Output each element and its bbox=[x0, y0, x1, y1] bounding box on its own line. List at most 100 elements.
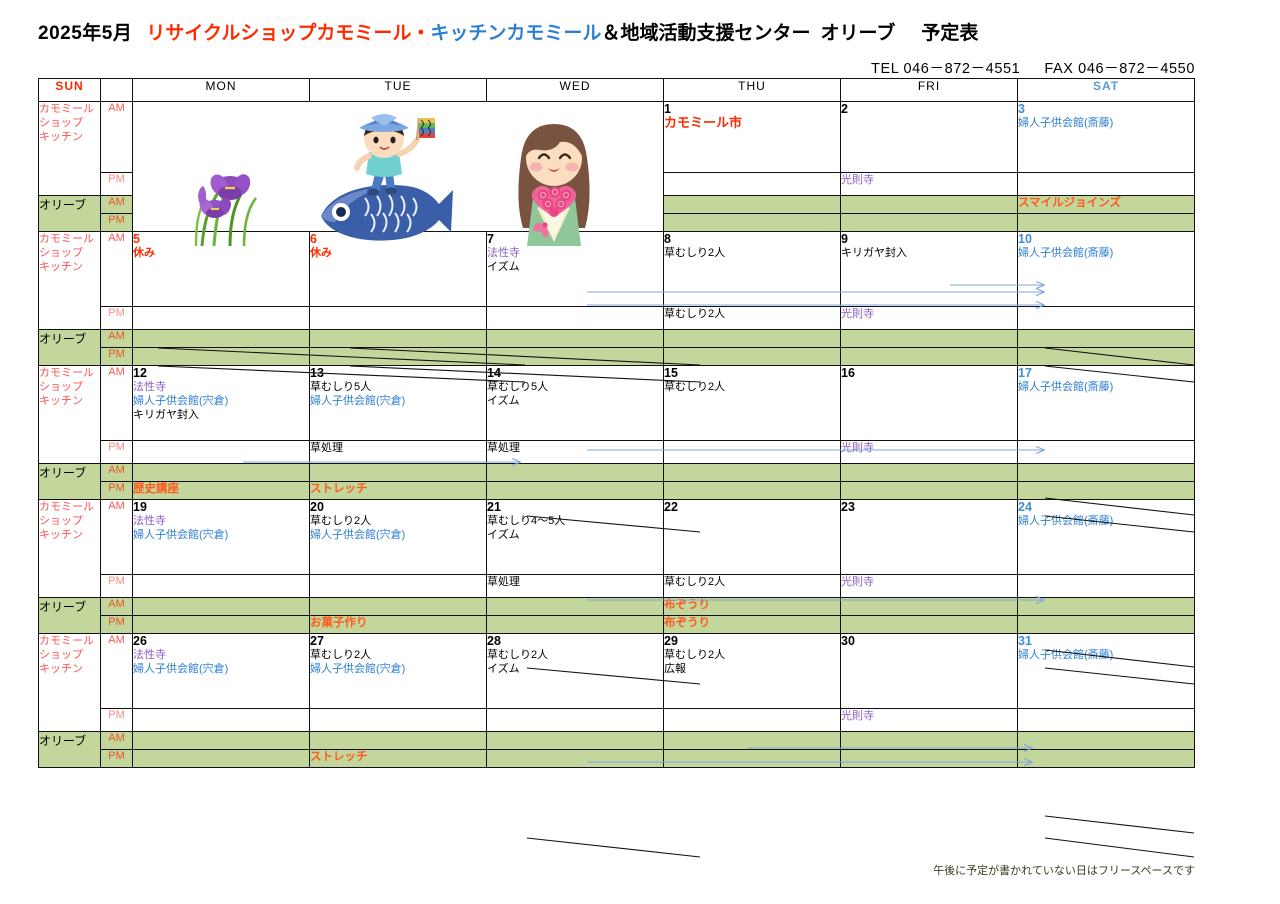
olive-pm-cell-24[interactable] bbox=[1017, 615, 1195, 634]
day-pm-cell-29[interactable] bbox=[663, 708, 841, 732]
day-cell-20[interactable]: 20 草むしり2人 婦人子供会館(宍倉) bbox=[309, 499, 487, 575]
day-pm-cell-12[interactable] bbox=[132, 440, 310, 464]
olive-pm-cell-7[interactable] bbox=[486, 347, 664, 366]
day-cell-27[interactable]: 27 草むしり2人 婦人子供会館(宍倉) bbox=[309, 633, 487, 709]
day-cell-21[interactable]: 21 草むしり4～5人 イズム bbox=[486, 499, 664, 575]
day-pm-cell-20[interactable] bbox=[309, 574, 487, 598]
day-cell-23[interactable]: 23 bbox=[840, 499, 1018, 575]
olive-am-cell-9[interactable] bbox=[840, 329, 1018, 348]
olive-am-cell-30[interactable] bbox=[840, 731, 1018, 750]
olive-am-cell-21[interactable] bbox=[486, 597, 664, 616]
olive-am-cell-29[interactable] bbox=[663, 731, 841, 750]
day-pm-cell-3[interactable] bbox=[1017, 172, 1195, 196]
olive-am-cell-8[interactable] bbox=[663, 329, 841, 348]
olive-pm-cell-16[interactable] bbox=[840, 481, 1018, 500]
day-pm-cell-2[interactable]: 光則寺 bbox=[840, 172, 1018, 196]
day-pm-cell-9[interactable]: 光則寺 bbox=[840, 306, 1018, 330]
day-cell-26[interactable]: 26 法性寺 婦人子供会館(宍倉) bbox=[132, 633, 310, 709]
olive-am-cell-28[interactable] bbox=[486, 731, 664, 750]
olive-pm-cell-1[interactable] bbox=[663, 213, 841, 232]
olive-pm-cell-26[interactable] bbox=[132, 749, 310, 768]
olive-pm-cell-28[interactable] bbox=[486, 749, 664, 768]
olive-pm-cell-27[interactable]: ストレッチ bbox=[309, 749, 487, 768]
day-cell-17[interactable]: 17 婦人子供会館(斎藤) bbox=[1017, 365, 1195, 441]
olive-am-cell-20[interactable] bbox=[309, 597, 487, 616]
olive-pm-cell-8[interactable] bbox=[663, 347, 841, 366]
day-cell-9[interactable]: 9 キリガヤ封入 bbox=[840, 231, 1018, 307]
day-cell-19[interactable]: 19 法性寺 婦人子供会館(宍倉) bbox=[132, 499, 310, 575]
day-cell-7[interactable]: 7 法性寺 イズム bbox=[486, 231, 664, 307]
day-pm-cell-1[interactable] bbox=[663, 172, 841, 196]
day-pm-cell-6[interactable] bbox=[309, 306, 487, 330]
olive-am-cell-24[interactable] bbox=[1017, 597, 1195, 616]
olive-am-cell-7[interactable] bbox=[486, 329, 664, 348]
olive-pm-cell-10[interactable] bbox=[1017, 347, 1195, 366]
day-pm-cell-27[interactable] bbox=[309, 708, 487, 732]
day-pm-cell-23[interactable]: 光則寺 bbox=[840, 574, 1018, 598]
olive-pm-cell-9[interactable] bbox=[840, 347, 1018, 366]
day-cell-14[interactable]: 14 草むしり5人 イズム bbox=[486, 365, 664, 441]
day-cell-1[interactable]: 1 カモミール市 bbox=[663, 101, 841, 173]
olive-am-cell-2[interactable] bbox=[840, 195, 1018, 214]
olive-pm-cell-6[interactable] bbox=[309, 347, 487, 366]
olive-am-cell-17[interactable] bbox=[1017, 463, 1195, 482]
day-pm-cell-30[interactable]: 光則寺 bbox=[840, 708, 1018, 732]
day-cell-6[interactable]: 6 休み bbox=[309, 231, 487, 307]
day-pm-cell-15[interactable] bbox=[663, 440, 841, 464]
olive-pm-cell-5[interactable] bbox=[132, 347, 310, 366]
day-cell-31[interactable]: 31 婦人子供会館(斎藤) bbox=[1017, 633, 1195, 709]
olive-pm-cell-21[interactable] bbox=[486, 615, 664, 634]
olive-am-cell-26[interactable] bbox=[132, 731, 310, 750]
day-cell-29[interactable]: 29 草むしり2人 広報 bbox=[663, 633, 841, 709]
olive-am-cell-23[interactable] bbox=[840, 597, 1018, 616]
day-cell-3[interactable]: 3 婦人子供会館(斎藤) bbox=[1017, 101, 1195, 173]
day-cell-28[interactable]: 28 草むしり2人 イズム bbox=[486, 633, 664, 709]
olive-am-cell-1[interactable] bbox=[663, 195, 841, 214]
olive-pm-cell-2[interactable] bbox=[840, 213, 1018, 232]
olive-am-cell-10[interactable] bbox=[1017, 329, 1195, 348]
day-pm-cell-22[interactable]: 草むしり2人 bbox=[663, 574, 841, 598]
olive-am-cell-3[interactable]: スマイルジョインズ bbox=[1017, 195, 1195, 214]
day-pm-cell-24[interactable] bbox=[1017, 574, 1195, 598]
day-pm-cell-17[interactable] bbox=[1017, 440, 1195, 464]
day-cell-2[interactable]: 2 bbox=[840, 101, 1018, 173]
olive-pm-cell-22[interactable]: 布ぞうり bbox=[663, 615, 841, 634]
day-pm-cell-10[interactable] bbox=[1017, 306, 1195, 330]
olive-pm-cell-23[interactable] bbox=[840, 615, 1018, 634]
olive-am-cell-19[interactable] bbox=[132, 597, 310, 616]
day-pm-cell-14[interactable]: 草処理 bbox=[486, 440, 664, 464]
day-pm-cell-13[interactable]: 草処理 bbox=[309, 440, 487, 464]
olive-pm-cell-31[interactable] bbox=[1017, 749, 1195, 768]
day-pm-cell-7[interactable] bbox=[486, 306, 664, 330]
olive-am-cell-14[interactable] bbox=[486, 463, 664, 482]
day-cell-15[interactable]: 15 草むしり2人 bbox=[663, 365, 841, 441]
olive-am-cell-12[interactable] bbox=[132, 463, 310, 482]
day-cell-12[interactable]: 12 法性寺 婦人子供会館(宍倉) キリガヤ封入 bbox=[132, 365, 310, 441]
olive-pm-cell-19[interactable] bbox=[132, 615, 310, 634]
day-pm-cell-16[interactable]: 光則寺 bbox=[840, 440, 1018, 464]
day-pm-cell-21[interactable]: 草処理 bbox=[486, 574, 664, 598]
day-cell-30[interactable]: 30 bbox=[840, 633, 1018, 709]
day-pm-cell-19[interactable] bbox=[132, 574, 310, 598]
olive-am-cell-5[interactable] bbox=[132, 329, 310, 348]
olive-pm-cell-3[interactable] bbox=[1017, 213, 1195, 232]
olive-am-cell-15[interactable] bbox=[663, 463, 841, 482]
olive-pm-cell-12[interactable]: 歴史講座 bbox=[132, 481, 310, 500]
day-pm-cell-28[interactable] bbox=[486, 708, 664, 732]
olive-am-cell-6[interactable] bbox=[309, 329, 487, 348]
day-cell-13[interactable]: 13 草むしり5人 婦人子供会館(宍倉) bbox=[309, 365, 487, 441]
olive-pm-cell-20[interactable]: お菓子作り bbox=[309, 615, 487, 634]
day-pm-cell-26[interactable] bbox=[132, 708, 310, 732]
olive-pm-cell-15[interactable] bbox=[663, 481, 841, 500]
day-cell-5[interactable]: 5 休み bbox=[132, 231, 310, 307]
day-pm-cell-8[interactable]: 草むしり2人 bbox=[663, 306, 841, 330]
day-pm-cell-5[interactable] bbox=[132, 306, 310, 330]
olive-pm-cell-30[interactable] bbox=[840, 749, 1018, 768]
day-cell-10[interactable]: 10 婦人子供会館(斎藤) bbox=[1017, 231, 1195, 307]
day-cell-16[interactable]: 16 bbox=[840, 365, 1018, 441]
olive-pm-cell-14[interactable] bbox=[486, 481, 664, 500]
day-cell-22[interactable]: 22 bbox=[663, 499, 841, 575]
day-cell-24[interactable]: 24 婦人子供会館(斎藤) bbox=[1017, 499, 1195, 575]
day-cell-8[interactable]: 8 草むしり2人 bbox=[663, 231, 841, 307]
olive-am-cell-27[interactable] bbox=[309, 731, 487, 750]
